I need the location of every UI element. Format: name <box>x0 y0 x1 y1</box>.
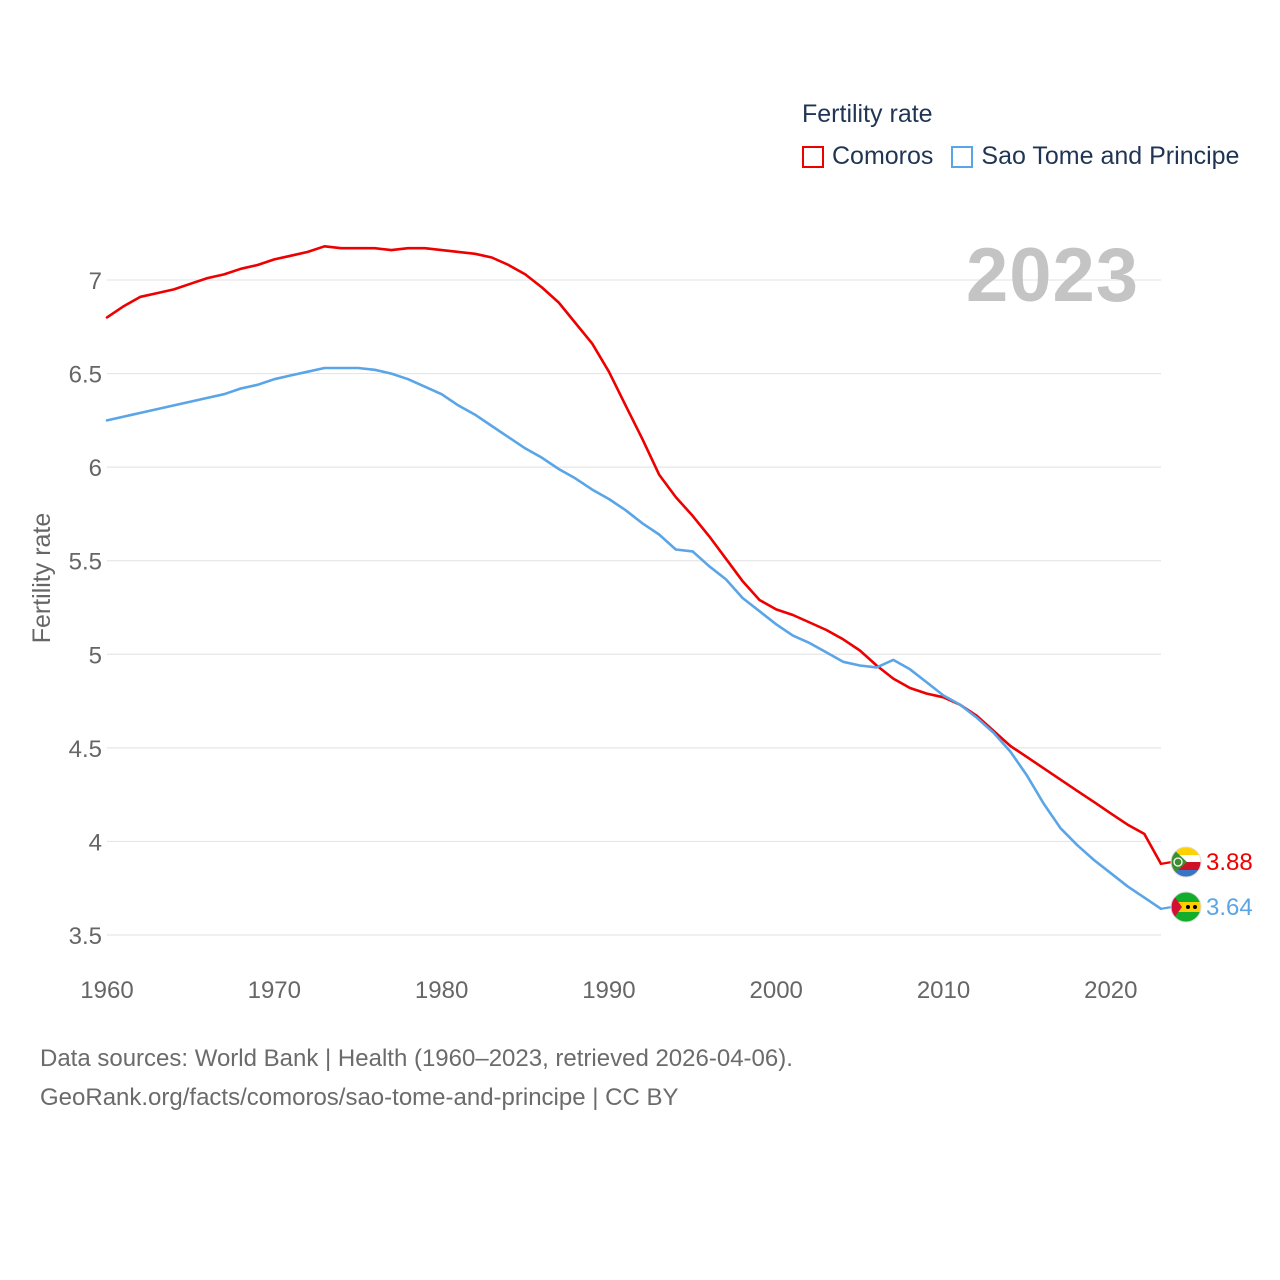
x-tick-label: 1960 <box>80 977 133 1004</box>
series-lines <box>105 245 1173 911</box>
y-tick-label: 5 <box>89 642 102 669</box>
series-line-sao-tome <box>105 366 1163 911</box>
current-year-label: 2023 <box>966 233 1140 318</box>
y-tick-label: 3.5 <box>69 923 102 950</box>
legend-swatch-sao-tome <box>951 145 974 168</box>
y-tick-label: 6.5 <box>69 362 102 389</box>
legend: Comoros Sao Tome and Principe <box>802 142 1257 171</box>
legend-label-sao-tome: Sao Tome and Principe <box>981 142 1240 170</box>
series-end-markers: 3.88 3.64 <box>1170 846 1253 923</box>
x-tick-label: 1980 <box>415 977 468 1004</box>
y-tick-label: 6 <box>89 455 102 482</box>
x-tick-label: 2010 <box>917 977 970 1004</box>
legend-swatch-comoros <box>802 145 824 168</box>
x-axis-ticks: 1960 1970 1980 1990 2000 2010 2020 <box>80 977 1137 1004</box>
x-tick-label: 1990 <box>582 977 635 1004</box>
y-axis-label: Fertility rate <box>28 513 56 644</box>
grid-lines <box>107 279 1161 936</box>
legend-label-comoros: Comoros <box>832 142 934 170</box>
end-value-label-comoros: 3.88 <box>1206 849 1253 876</box>
legend-title: Fertility rate <box>802 100 933 128</box>
sao-tome-flag-icon <box>1170 891 1202 923</box>
series-tail <box>1160 860 1173 865</box>
y-tick-label: 7 <box>89 268 102 295</box>
legend-item-sao-tome[interactable]: Sao Tome and Principe <box>951 142 1239 171</box>
x-tick-label: 2000 <box>750 977 803 1004</box>
y-tick-label: 4.5 <box>69 736 102 763</box>
legend-item-comoros[interactable]: Comoros <box>802 142 933 171</box>
y-axis-ticks: 3.5 4 4.5 5 5.5 6 6.5 7 <box>69 268 102 950</box>
footer-sources: Data sources: World Bank | Health (1960–… <box>40 1045 793 1072</box>
x-tick-label: 1970 <box>248 977 301 1004</box>
x-tick-label: 2020 <box>1084 977 1137 1004</box>
footer-attribution: GeoRank.org/facts/comoros/sao-tome-and-p… <box>40 1084 679 1111</box>
end-value-label-sao-tome: 3.64 <box>1206 894 1253 921</box>
series-line-comoros <box>105 245 1163 866</box>
y-tick-label: 5.5 <box>69 549 102 576</box>
comoros-flag-icon <box>1170 846 1202 878</box>
y-tick-label: 4 <box>89 829 102 856</box>
series-tail <box>1160 905 1173 910</box>
